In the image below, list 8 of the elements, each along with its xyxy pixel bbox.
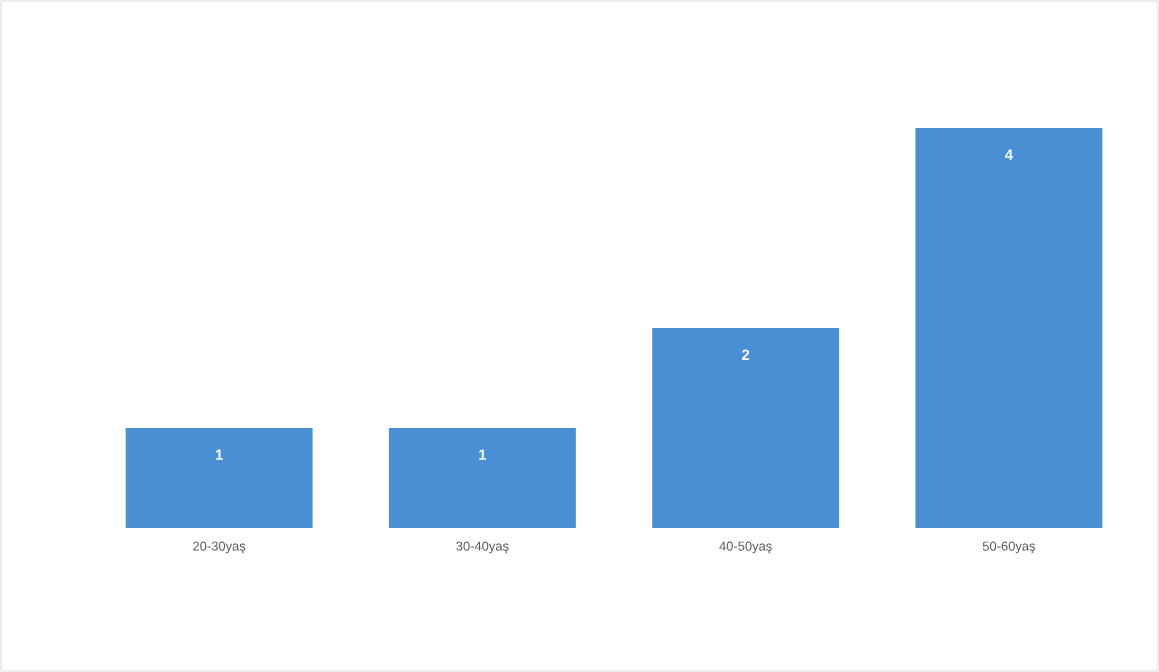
x-tick-label: 50-60yaş (982, 541, 1036, 554)
x-tick-label: 30-40yaş (456, 541, 509, 554)
data-label: 4 (1004, 149, 1013, 160)
x-tick-label: 20-30yaş (193, 541, 246, 554)
data-label: 1 (215, 449, 223, 460)
data-label: 1 (479, 449, 487, 460)
x-tick-label: 40-50yaş (719, 541, 772, 554)
data-label: 2 (742, 349, 750, 360)
